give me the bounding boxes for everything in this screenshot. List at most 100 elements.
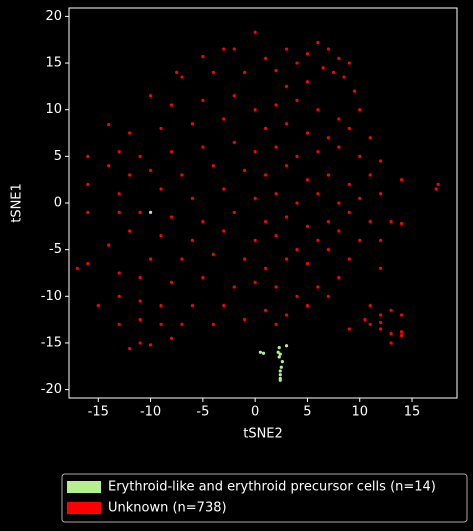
point xyxy=(148,168,153,172)
point xyxy=(278,369,282,373)
point xyxy=(258,350,262,354)
point xyxy=(305,52,310,56)
point xyxy=(379,159,383,163)
legend-swatch xyxy=(67,481,101,493)
x-axis-label: tSNE2 xyxy=(243,427,283,442)
legend-swatch xyxy=(67,502,101,514)
point xyxy=(295,98,299,102)
point xyxy=(264,126,268,130)
point xyxy=(169,280,174,284)
point xyxy=(201,276,205,280)
point xyxy=(180,75,184,79)
point xyxy=(347,210,351,214)
point xyxy=(379,313,383,317)
point xyxy=(284,313,289,317)
point xyxy=(211,70,215,74)
point xyxy=(86,182,90,186)
point xyxy=(295,294,299,298)
point xyxy=(201,220,205,224)
point xyxy=(399,330,404,334)
point xyxy=(279,365,283,369)
point xyxy=(253,108,257,112)
x-tick-label: -5 xyxy=(196,405,209,420)
point xyxy=(316,40,320,45)
y-tick-label: 20 xyxy=(45,9,62,24)
point xyxy=(107,123,111,127)
y-tick-label: -10 xyxy=(41,289,62,304)
point xyxy=(261,351,266,355)
point xyxy=(159,322,163,326)
point xyxy=(243,318,247,322)
point xyxy=(284,84,289,88)
point xyxy=(368,173,372,177)
point xyxy=(305,80,310,84)
point xyxy=(138,318,142,322)
point xyxy=(347,182,351,186)
point xyxy=(138,154,142,158)
y-tick-label: 0 xyxy=(54,196,62,211)
point xyxy=(399,221,404,226)
point xyxy=(274,322,278,326)
point xyxy=(284,257,289,261)
point xyxy=(326,220,330,224)
point xyxy=(321,66,325,70)
point xyxy=(190,304,195,308)
point xyxy=(295,248,299,252)
point xyxy=(86,210,90,214)
point xyxy=(347,257,351,261)
point xyxy=(253,238,257,242)
point xyxy=(352,89,357,93)
point xyxy=(368,220,372,224)
point xyxy=(222,229,226,233)
point xyxy=(232,210,236,214)
point xyxy=(274,234,278,238)
point xyxy=(379,238,383,242)
point xyxy=(295,201,299,205)
point xyxy=(264,173,268,177)
point xyxy=(232,94,236,98)
point xyxy=(180,257,184,261)
y-tick-label: 10 xyxy=(45,102,62,117)
point xyxy=(337,117,341,121)
point xyxy=(284,164,289,168)
point xyxy=(180,173,184,177)
point xyxy=(274,145,278,149)
x-tick-label: -10 xyxy=(140,405,161,420)
point xyxy=(253,30,257,34)
point xyxy=(107,243,111,247)
point xyxy=(243,257,247,261)
x-tick-label: 15 xyxy=(404,405,421,420)
legend-label: Unknown (n=738) xyxy=(108,501,227,516)
point xyxy=(117,271,121,275)
point xyxy=(159,187,163,191)
point xyxy=(337,56,341,60)
x-tick-label: 10 xyxy=(351,405,368,420)
point xyxy=(264,56,268,60)
point xyxy=(305,224,310,228)
point xyxy=(379,327,383,331)
point xyxy=(274,68,278,73)
point xyxy=(280,360,284,364)
point xyxy=(253,196,257,200)
point xyxy=(232,285,236,289)
point xyxy=(169,150,174,154)
x-tick-label: 0 xyxy=(251,405,259,420)
point xyxy=(253,280,257,284)
point xyxy=(222,117,226,121)
point xyxy=(243,168,247,172)
y-axis-label: tSNE1 xyxy=(10,183,25,223)
point xyxy=(201,54,205,59)
legend-label: Erythroid-like and erythroid precursor c… xyxy=(108,480,436,495)
point xyxy=(128,131,132,135)
point xyxy=(180,322,184,326)
point xyxy=(222,47,226,51)
plot-frame xyxy=(68,7,458,399)
point xyxy=(326,248,330,252)
point xyxy=(316,238,320,242)
point xyxy=(75,266,79,270)
point xyxy=(148,343,153,347)
point xyxy=(274,103,278,107)
point xyxy=(159,234,163,238)
point xyxy=(128,229,132,233)
